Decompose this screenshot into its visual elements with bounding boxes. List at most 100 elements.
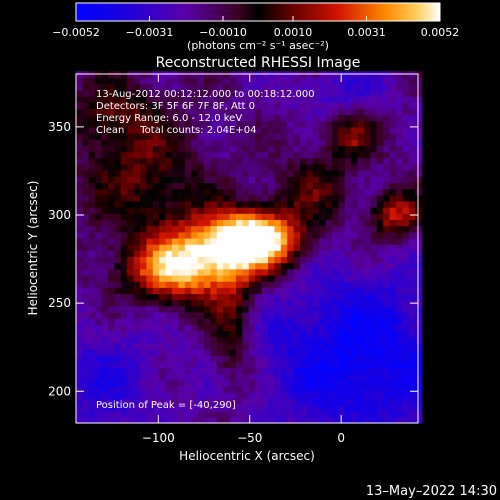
heatmap-cell <box>338 77 346 85</box>
heatmap-cell <box>332 299 340 307</box>
heatmap-cell <box>376 225 384 233</box>
heatmap-cell <box>120 336 128 344</box>
heatmap-cell <box>76 139 83 146</box>
heatmap-cell <box>319 157 327 165</box>
heatmap-cell <box>383 373 391 381</box>
heatmap-cell <box>108 207 116 214</box>
heatmap-cell <box>248 89 256 97</box>
heatmap-cell <box>165 355 173 362</box>
heatmap-cell <box>338 237 346 245</box>
heatmap-cell <box>108 194 116 202</box>
heatmap-cell <box>210 274 218 282</box>
heatmap-cell <box>184 336 192 344</box>
heatmap-cell <box>236 361 244 369</box>
heatmap-cell <box>408 213 416 221</box>
heatmap-cell <box>133 114 141 122</box>
heatmap-cell <box>248 336 256 344</box>
heatmap-cell <box>357 237 365 245</box>
heatmap-cell <box>300 96 308 103</box>
heatmap-cell <box>229 145 237 153</box>
heatmap-cell <box>344 77 352 85</box>
heatmap-cell <box>108 293 116 301</box>
heatmap-cell <box>370 237 378 245</box>
heatmap-cell <box>357 305 365 313</box>
heatmap-cell <box>120 77 128 85</box>
heatmap-cell <box>204 299 212 307</box>
heatmap-cell <box>197 89 205 97</box>
heatmap-cell <box>364 367 372 375</box>
heatmap-cell <box>370 96 378 103</box>
heatmap-cell <box>165 392 173 399</box>
heatmap-cell <box>95 157 103 165</box>
heatmap-cell <box>370 213 378 221</box>
heatmap-cell <box>389 268 397 276</box>
heatmap-cell <box>127 188 135 196</box>
heatmap-cell <box>88 244 96 251</box>
heatmap-cell <box>88 71 96 79</box>
heatmap-cell <box>357 416 365 424</box>
heatmap-cell <box>344 237 352 245</box>
heatmap-cell <box>159 163 167 171</box>
heatmap-cell <box>159 145 167 153</box>
heatmap-cell <box>140 157 148 165</box>
heatmap-cell <box>319 318 327 325</box>
heatmap-cell <box>133 392 141 399</box>
heatmap-cell <box>351 96 359 103</box>
heatmap-cell <box>95 281 103 288</box>
heatmap-cell <box>408 194 416 202</box>
heatmap-cell <box>197 416 205 424</box>
heatmap-cell <box>383 268 391 276</box>
colorbar-tick-label: −0.0052 <box>52 26 100 39</box>
heatmap-cell <box>95 373 103 381</box>
heatmap-cell <box>344 170 352 177</box>
heatmap-cell <box>114 367 122 375</box>
heatmap-cell <box>197 410 205 418</box>
heatmap-cell <box>415 379 423 387</box>
heatmap-cell <box>184 342 192 350</box>
heatmap-cell <box>178 77 186 85</box>
heatmap-cell <box>268 416 276 424</box>
heatmap-cell <box>216 120 224 128</box>
heatmap-cell <box>204 77 212 85</box>
heatmap-cell <box>287 77 295 85</box>
heatmap-cell <box>159 373 167 381</box>
heatmap-cell <box>114 416 122 424</box>
heatmap-cell <box>248 163 256 171</box>
heatmap-cell <box>76 225 83 233</box>
heatmap-cell <box>338 71 346 79</box>
heatmap-cell <box>120 379 128 387</box>
heatmap-cell <box>402 157 410 165</box>
heatmap-cell <box>293 293 301 301</box>
heatmap-cell <box>76 348 83 356</box>
heatmap-cell <box>133 231 141 239</box>
heatmap-cell <box>357 379 365 387</box>
heatmap-cell <box>88 268 96 276</box>
chart-title: Reconstructed RHESSI Image <box>156 55 361 71</box>
heatmap-cell <box>108 287 116 295</box>
heatmap-cell <box>344 336 352 344</box>
heatmap-cell <box>351 318 359 325</box>
heatmap-cell <box>306 311 314 319</box>
heatmap-cell <box>357 287 365 295</box>
heatmap-cell <box>325 237 333 245</box>
heatmap-cell <box>204 157 212 165</box>
heatmap-cell <box>344 373 352 381</box>
heatmap-cell <box>396 219 404 227</box>
heatmap-cell <box>364 385 372 393</box>
heatmap-cell <box>280 126 288 134</box>
heatmap-cell <box>223 114 231 122</box>
heatmap-cell <box>76 133 83 140</box>
heatmap-cell <box>408 361 416 369</box>
heatmap-cell <box>197 318 205 325</box>
heatmap-cell <box>197 324 205 332</box>
heatmap-cell <box>325 114 333 122</box>
heatmap-cell <box>127 250 135 258</box>
heatmap-cell <box>364 336 372 344</box>
heatmap-cell <box>82 151 90 159</box>
heatmap-cell <box>396 126 404 134</box>
heatmap-cell <box>338 133 346 140</box>
heatmap-cell <box>402 392 410 399</box>
heatmap-cell <box>114 244 122 251</box>
heatmap-cell <box>293 244 301 251</box>
heatmap-cell <box>172 299 180 307</box>
